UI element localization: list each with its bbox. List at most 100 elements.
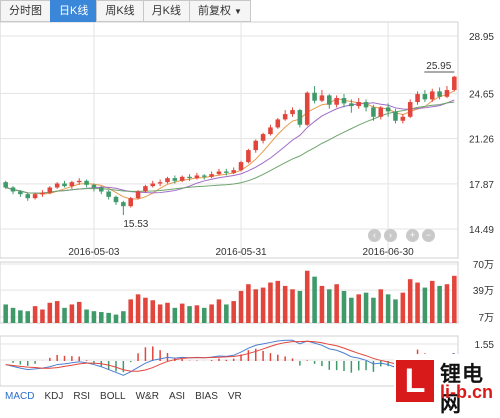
volume-bar: [393, 299, 398, 323]
volume-bar: [84, 309, 89, 323]
price-tick-label: 28.95: [469, 32, 494, 43]
chevron-down-icon: ▼: [234, 7, 242, 16]
volume-bar: [275, 280, 281, 323]
tab-kdj[interactable]: KDJ: [44, 391, 64, 402]
candle-body: [135, 191, 141, 199]
candle-body: [76, 180, 82, 183]
candle-body: [128, 198, 133, 207]
tab-boll[interactable]: BOLL: [100, 391, 126, 402]
price-panel-border: [0, 21, 459, 259]
candle-body: [143, 186, 148, 192]
candle-body: [268, 127, 273, 135]
candle-body: [282, 114, 288, 120]
volume-bars: [3, 270, 457, 323]
candle-body: [157, 182, 163, 184]
logo-url: li-b.cn: [440, 382, 493, 402]
candle-body: [246, 150, 251, 163]
volume-bar: [18, 310, 23, 323]
volume-bar: [157, 304, 163, 323]
macd-tick-label: 1.55: [475, 340, 495, 351]
candle-body: [415, 94, 420, 103]
tab-timeshare[interactable]: 分时图: [0, 0, 50, 22]
date-tick-label: 2016-05-03: [68, 247, 120, 258]
candle-body: [99, 187, 104, 192]
scroll-right-button[interactable]: ›: [384, 229, 397, 242]
candle-body: [106, 191, 111, 197]
volume-bar: [201, 307, 207, 323]
volume-bar: [179, 303, 185, 323]
volume-bar: [194, 305, 200, 323]
candle-body: [209, 174, 214, 177]
candle-body: [40, 192, 45, 195]
volume-tick-label: 39万: [473, 286, 494, 297]
candle-body: [363, 102, 369, 108]
scroll-left-button[interactable]: ‹: [368, 229, 381, 242]
volume-bar: [216, 299, 222, 323]
zoom-out-button[interactable]: −: [422, 229, 435, 242]
volume-bar: [238, 290, 244, 323]
candle-body: [378, 107, 384, 117]
price-tick-label: 24.65: [469, 89, 494, 100]
low-annotation: 15.53: [123, 219, 148, 230]
tab-vr[interactable]: VR: [227, 391, 242, 402]
volume-bar: [268, 282, 273, 323]
tab-wr[interactable]: W&R: [135, 391, 159, 402]
volume-bar: [319, 285, 325, 323]
period-tabs: 分时图 日K线 周K线 月K线 前复权 ▼: [0, 0, 251, 22]
volume-bar: [341, 290, 347, 323]
volume-bar: [327, 289, 332, 323]
candles: [3, 76, 457, 216]
tab-bias[interactable]: BIAS: [195, 391, 218, 402]
tab-asi[interactable]: ASI: [168, 391, 186, 402]
volume-bar: [452, 275, 457, 323]
candle-body: [393, 111, 398, 121]
candle-body: [429, 91, 435, 100]
candle-body: [91, 184, 97, 188]
volume-bar: [106, 312, 111, 323]
grid: [0, 21, 459, 387]
macd-dea-line: [5, 340, 455, 372]
volume-bar: [150, 300, 156, 323]
candle-body: [25, 194, 31, 199]
candle-body: [150, 183, 156, 187]
volume-bar: [143, 297, 148, 323]
candle-body: [194, 175, 200, 179]
candle-body: [452, 76, 457, 91]
volume-bar: [437, 285, 442, 323]
candle-body: [113, 196, 119, 203]
candle-body: [224, 171, 229, 173]
candle-body: [3, 182, 8, 188]
volume-bar: [76, 301, 82, 323]
candle-body: [47, 187, 53, 193]
volume-bar: [54, 301, 60, 323]
candle-body: [422, 94, 428, 100]
candle-body: [341, 98, 347, 104]
candle-body: [172, 178, 178, 181]
candle-body: [187, 176, 192, 179]
volume-bar: [187, 306, 192, 323]
volume-bar: [246, 284, 251, 323]
tab-rsi[interactable]: RSI: [73, 391, 91, 402]
volume-bar: [312, 276, 317, 323]
tab-weekly-k[interactable]: 周K线: [96, 0, 143, 22]
candle-body: [18, 191, 23, 195]
indicator-tabs: MACD KDJ RSI BOLL W&R ASI BIAS VR: [0, 389, 247, 405]
date-tick-label: 2016-05-31: [215, 247, 267, 258]
zoom-in-button[interactable]: +: [406, 229, 419, 242]
volume-bar: [231, 301, 236, 323]
adjust-dropdown[interactable]: 前复权 ▼: [189, 0, 251, 22]
volume-bar: [32, 306, 38, 323]
candle-body: [216, 171, 222, 175]
candle-body: [356, 102, 361, 107]
volume-bar: [429, 280, 435, 323]
price-tick-label: 17.87: [469, 180, 494, 191]
candle-body: [275, 119, 281, 128]
watermark-logo: L 锂电网 li-b.cn: [394, 354, 500, 416]
volume-bar: [297, 290, 303, 323]
tab-macd[interactable]: MACD: [5, 391, 35, 402]
candle-body: [407, 102, 413, 117]
volume-bar: [260, 287, 266, 323]
tab-monthly-k[interactable]: 月K线: [142, 0, 190, 22]
volume-bar: [385, 294, 391, 323]
tab-daily-k[interactable]: 日K线: [50, 0, 97, 22]
